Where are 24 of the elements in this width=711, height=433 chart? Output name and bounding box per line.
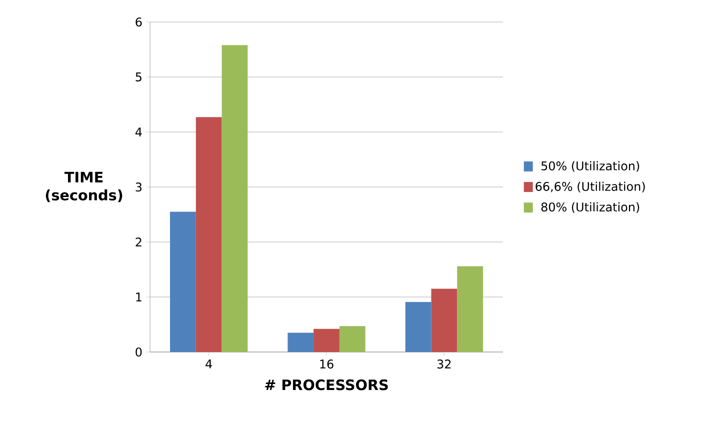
bar xyxy=(170,212,196,352)
bar xyxy=(314,328,340,352)
x-axis-title: # PROCESSORS xyxy=(265,379,388,390)
y-axis-title: TIME (seconds) xyxy=(46,172,122,202)
y-tick-label: 2 xyxy=(136,238,142,246)
legend-label: 50% (Utilization) xyxy=(541,161,640,172)
bar xyxy=(222,45,248,352)
legend-label: 80% (Utilization) xyxy=(541,202,640,213)
x-tick-label: 4 xyxy=(206,360,212,368)
bar xyxy=(431,288,458,352)
y-tick-label: 3 xyxy=(136,182,142,192)
y-tick-label: 5 xyxy=(136,72,142,82)
bar xyxy=(288,332,314,352)
y-tick-label: 1 xyxy=(136,292,142,302)
bar xyxy=(405,302,432,352)
bar xyxy=(339,326,366,352)
y-tick-label: 4 xyxy=(135,128,142,136)
y-tick-label: 0 xyxy=(136,347,142,357)
x-tick-label: 16 xyxy=(320,360,334,369)
bar xyxy=(196,117,222,352)
x-tick-label: 32 xyxy=(437,360,451,369)
legend-label: 66,6% (Utilization) xyxy=(536,182,645,192)
y-tick-label: 6 xyxy=(136,17,142,27)
bar xyxy=(457,266,483,352)
